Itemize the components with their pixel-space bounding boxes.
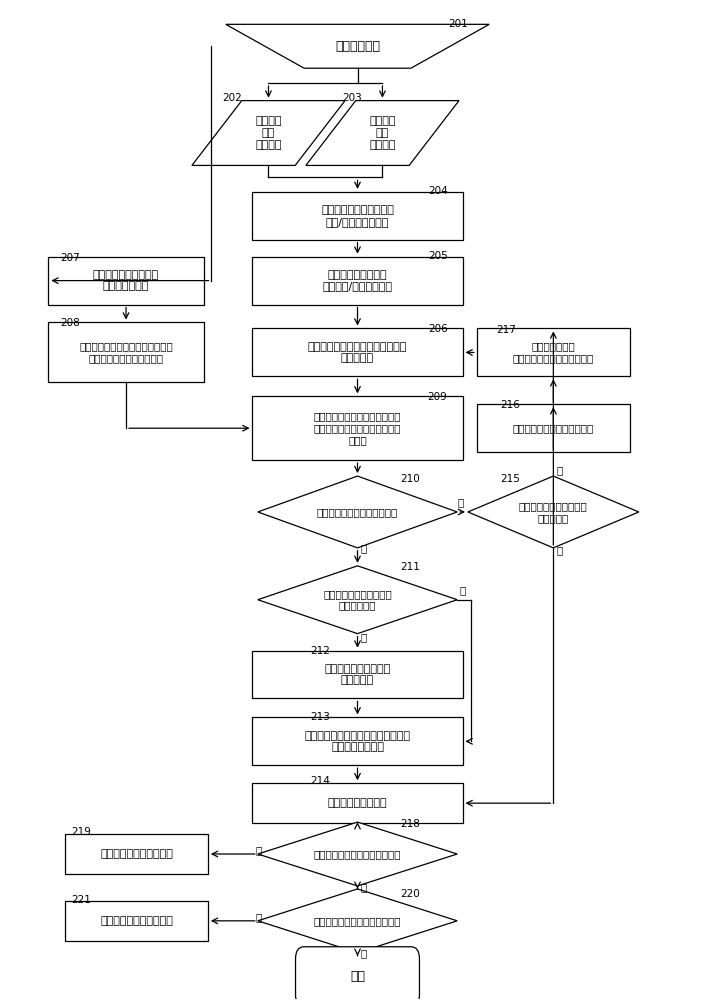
Text: 有无适用的可信度评估方法？: 有无适用的可信度评估方法？ <box>317 507 398 517</box>
Text: 203: 203 <box>342 93 362 103</box>
Bar <box>252 328 463 376</box>
Text: 209: 209 <box>428 392 447 402</box>
Text: 否: 否 <box>360 948 367 958</box>
Text: 206: 206 <box>429 324 448 334</box>
Text: 是: 是 <box>360 633 367 643</box>
Text: 是否打印评估数据与评估结果？: 是否打印评估数据与评估结果？ <box>314 849 401 859</box>
Text: 205: 205 <box>429 251 448 261</box>
Text: 是否需要修改评估数据的
数据特征？: 是否需要修改评估数据的 数据特征？ <box>519 501 588 523</box>
Text: 是否存储评估数据与评估结果？: 是否存储评估数据与评估结果？ <box>314 916 401 926</box>
Polygon shape <box>258 889 457 953</box>
Text: 221: 221 <box>72 895 91 905</box>
Polygon shape <box>258 566 457 634</box>
Text: 自动选取与可信度评估方法本质特
征匹配的可信度评估方法集: 自动选取与可信度评估方法本质特 征匹配的可信度评估方法集 <box>79 342 173 363</box>
Bar <box>252 717 463 765</box>
Text: 否: 否 <box>360 882 367 892</box>
Text: 207: 207 <box>60 253 79 263</box>
Bar <box>252 396 463 460</box>
Text: 自动筛选与评估数据特征和可信
度评估目的相匹配的可信度评估
方法集: 自动筛选与评估数据特征和可信 度评估目的相匹配的可信度评估 方法集 <box>314 412 401 445</box>
Text: 216: 216 <box>500 400 520 410</box>
Text: 215: 215 <box>500 474 520 484</box>
Text: 可信度评估方法是否需要
数据预处理？: 可信度评估方法是否需要 数据预处理？ <box>323 589 392 611</box>
Text: 显示可信度评估结论: 显示可信度评估结论 <box>327 798 388 808</box>
Polygon shape <box>306 101 459 165</box>
Text: 打印评估数据与评估结果: 打印评估数据与评估结果 <box>100 849 173 859</box>
Text: 自动选取与数据特征匹配的可信度
评估方法集: 自动选取与数据特征匹配的可信度 评估方法集 <box>308 342 407 363</box>
Polygon shape <box>258 476 457 548</box>
Text: 依据初始参数设置，
提取静态/动态数据特征: 依据初始参数设置， 提取静态/动态数据特征 <box>322 270 393 291</box>
FancyBboxPatch shape <box>295 947 420 1000</box>
Bar <box>66 834 208 874</box>
Text: 204: 204 <box>429 186 448 196</box>
Text: 用户确定需要修正的数据特征: 用户确定需要修正的数据特征 <box>513 423 594 433</box>
Text: 雷达模拟
设备
测量数据: 雷达模拟 设备 测量数据 <box>369 116 395 150</box>
Text: 雷达原型
系统
测量数据: 雷达原型 系统 测量数据 <box>255 116 282 150</box>
Text: 208: 208 <box>60 318 79 328</box>
Polygon shape <box>192 101 345 165</box>
Text: 210: 210 <box>400 474 420 484</box>
Text: 否: 否 <box>460 585 466 595</box>
Text: 217: 217 <box>496 325 516 335</box>
Text: 220: 220 <box>400 889 420 899</box>
Text: 存储评估数据与评估结果: 存储评估数据与评估结果 <box>100 916 173 926</box>
Text: 213: 213 <box>310 712 330 722</box>
Text: 是: 是 <box>255 912 262 922</box>
Text: 212: 212 <box>310 646 330 656</box>
Text: 从初始参数设置中提取
可信度评估目的: 从初始参数设置中提取 可信度评估目的 <box>93 270 159 291</box>
Text: 读取原型系统和模拟设备
实时/非实时测量数据: 读取原型系统和模拟设备 实时/非实时测量数据 <box>321 205 394 227</box>
Text: 进行数据预处理
使评估数据满足数据特征要求: 进行数据预处理 使评估数据满足数据特征要求 <box>513 342 594 363</box>
Polygon shape <box>468 476 638 548</box>
Text: 214: 214 <box>310 776 330 786</box>
Text: 是: 是 <box>255 845 262 855</box>
Bar <box>66 901 208 941</box>
Text: 结束: 结束 <box>350 970 365 983</box>
Text: 设置初始参数: 设置初始参数 <box>335 40 380 53</box>
Text: 完成基于可信度评估的
数据预处理: 完成基于可信度评估的 数据预处理 <box>325 664 390 685</box>
Text: 201: 201 <box>449 19 468 29</box>
Text: 202: 202 <box>222 93 242 103</box>
Bar <box>477 404 630 452</box>
Bar <box>252 192 463 240</box>
Text: 无: 无 <box>458 497 464 507</box>
Text: 否: 否 <box>557 545 563 555</box>
Bar <box>49 257 204 305</box>
Text: 从数据库中提取适用的可信度评估方
法完成可信度评估: 从数据库中提取适用的可信度评估方 法完成可信度评估 <box>305 731 410 752</box>
Polygon shape <box>258 822 457 886</box>
Bar <box>252 783 463 823</box>
Text: 211: 211 <box>400 562 420 572</box>
Bar <box>49 322 204 382</box>
Text: 是: 是 <box>557 465 563 475</box>
Polygon shape <box>226 24 489 68</box>
Text: 有: 有 <box>360 543 367 553</box>
Bar <box>252 257 463 305</box>
Text: 219: 219 <box>72 827 91 837</box>
Bar <box>252 651 463 698</box>
Text: 218: 218 <box>400 819 420 829</box>
Bar <box>477 328 630 376</box>
